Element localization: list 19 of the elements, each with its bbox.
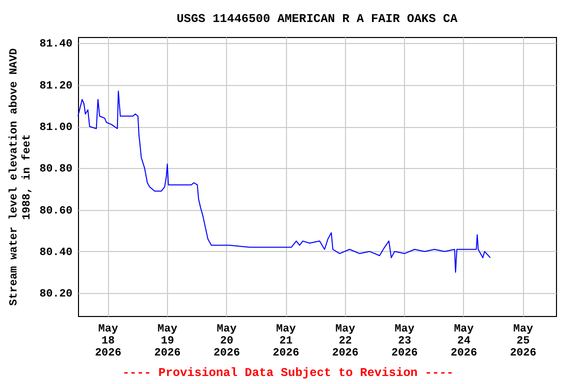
y-tick-label: 81.00 — [39, 122, 72, 134]
y-tick-label: 81.20 — [39, 80, 72, 92]
x-tick-label: May 23 2026 — [391, 324, 418, 360]
x-tick-label: May 20 2026 — [214, 324, 240, 360]
y-tick-label: 80.80 — [39, 164, 72, 176]
line-series — [78, 90, 491, 273]
x-tick-label: May 24 2026 — [450, 324, 478, 360]
x-tick-label: May 18 2026 — [94, 324, 122, 360]
y-tick-label: 81.40 — [39, 38, 72, 51]
text: ---- Provisional Data Subject to Revision ---- — [121, 366, 455, 380]
y-axis-title: Stream water level elevation above NAVD 1988, in feet — [8, 48, 34, 306]
y-tick-label: 80.20 — [39, 288, 72, 301]
x-tick-label: May 22 2026 — [332, 324, 358, 360]
y-tick-label: 80.40 — [39, 246, 72, 259]
x-tick-label: May 25 2026 — [510, 324, 536, 360]
x-tick-label: May 21 2026 — [272, 324, 300, 360]
chart-title: USGS 11446500 AMERICAN R A FAIR OAKS CA — [176, 12, 458, 26]
x-tick-label: May 19 2026 — [154, 324, 181, 360]
y-tick-label: 80.60 — [39, 205, 72, 218]
